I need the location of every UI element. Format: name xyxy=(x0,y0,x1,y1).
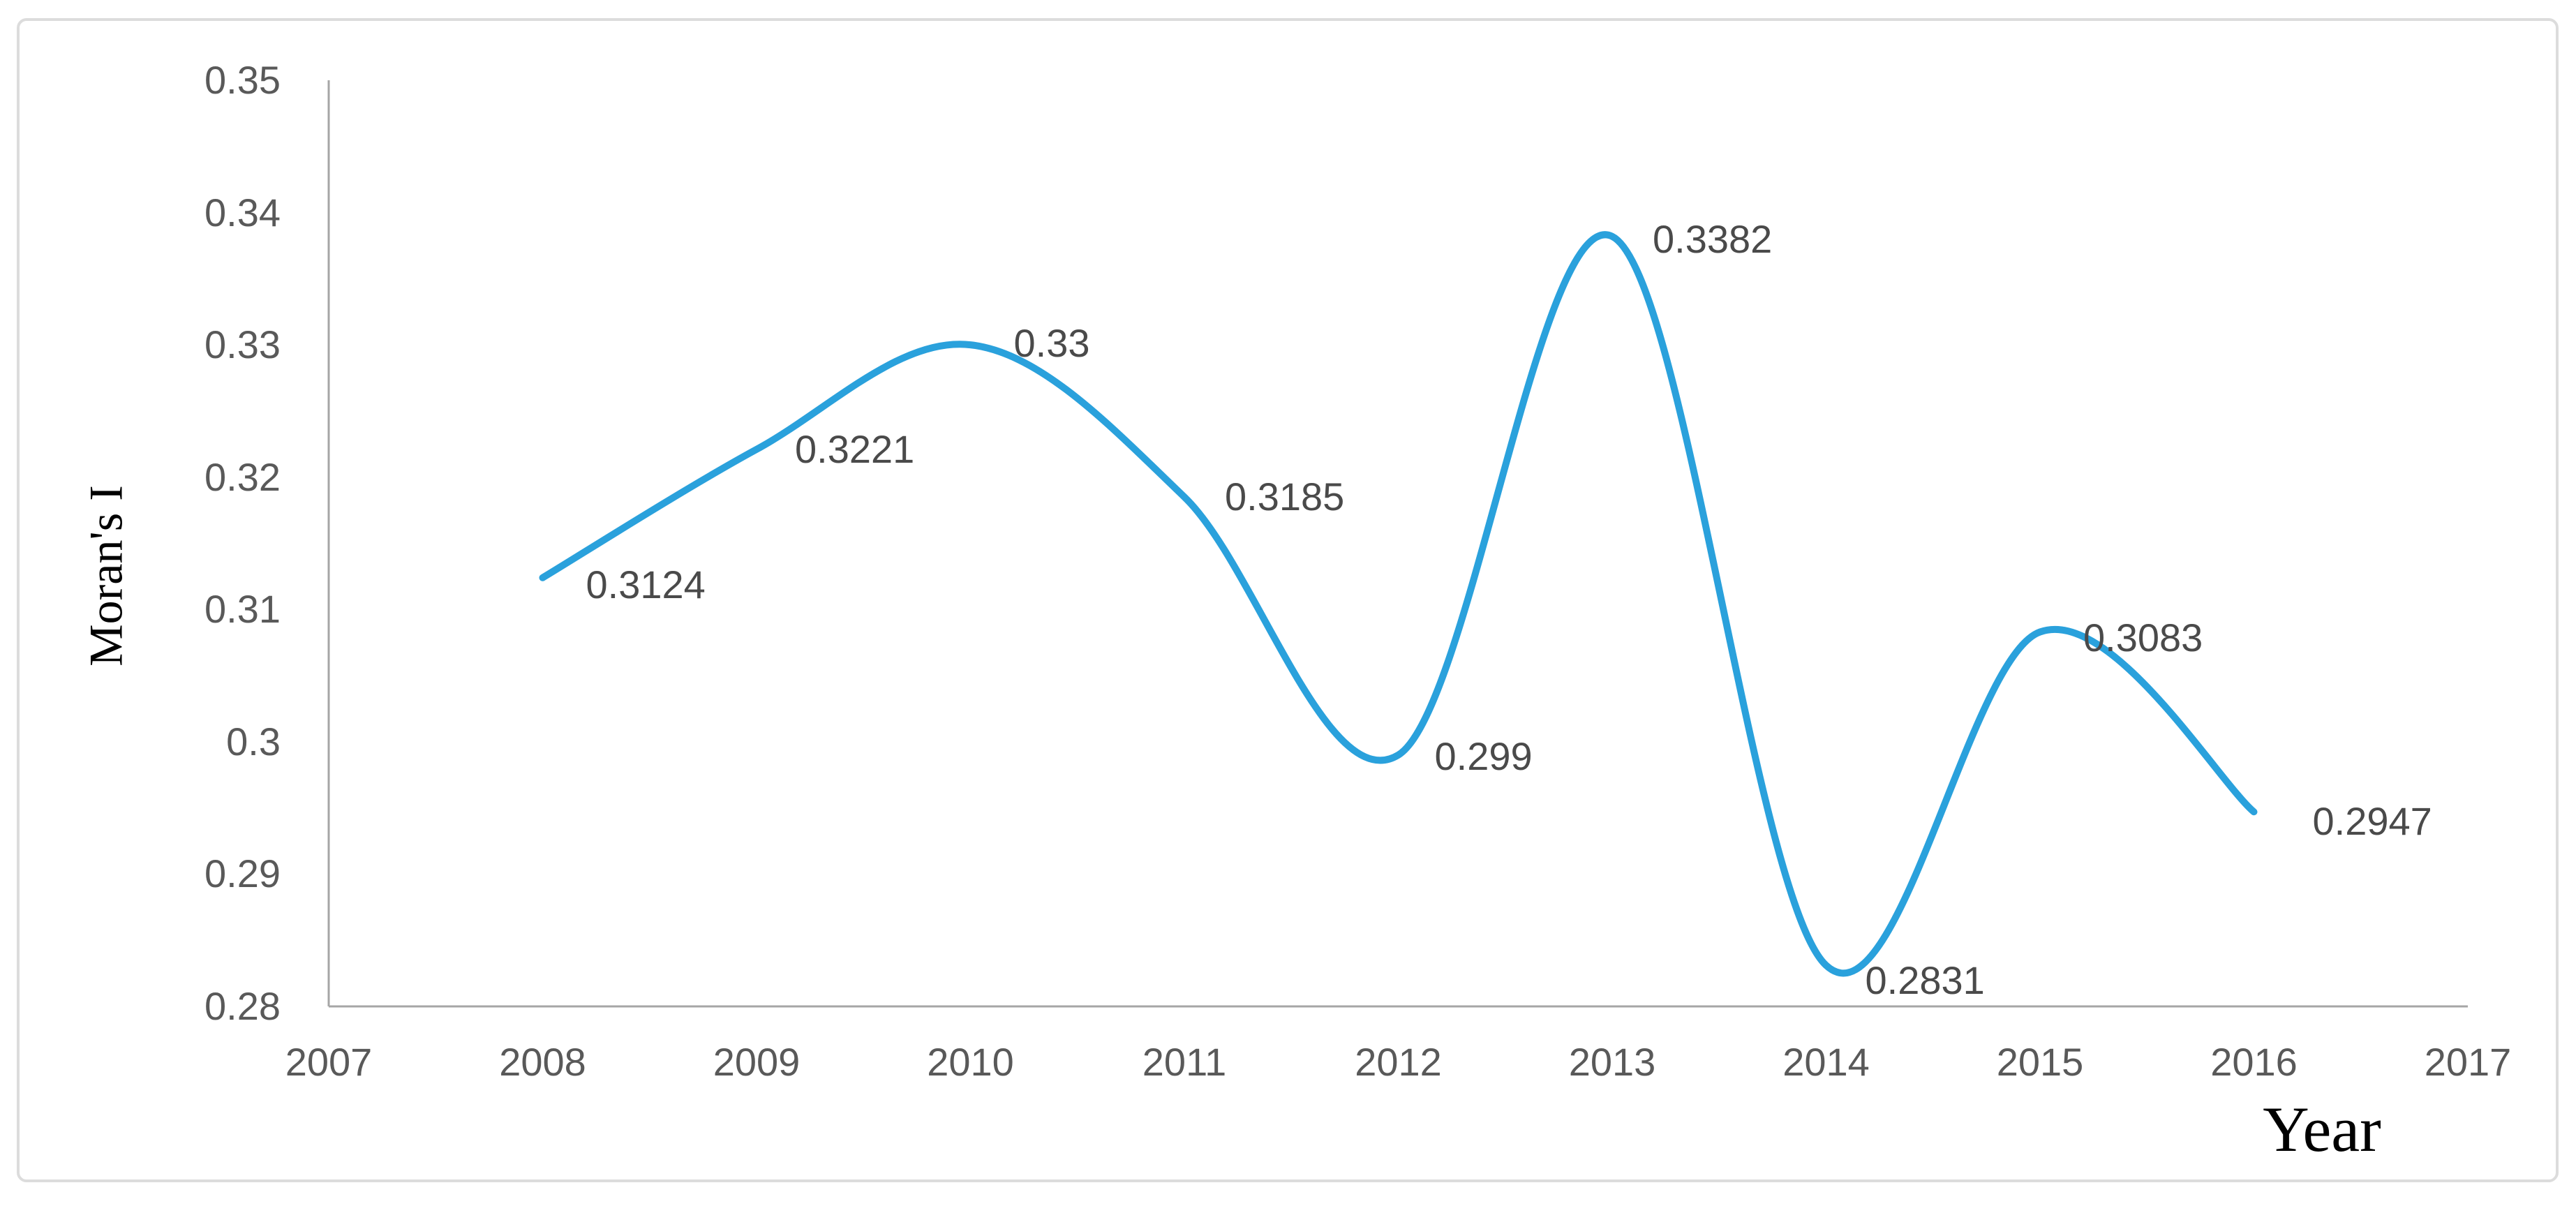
x-axis-tick-label: 2011 xyxy=(1142,1040,1227,1084)
x-axis-tick-label: 2008 xyxy=(499,1040,586,1084)
data-point-label: 0.299 xyxy=(1434,734,1533,778)
y-axis-tick-label: 0.34 xyxy=(204,190,281,234)
y-axis-tick-label: 0.29 xyxy=(204,851,281,896)
y-axis-tick-label: 0.31 xyxy=(204,587,281,632)
x-axis-title: Year xyxy=(2263,1094,2381,1165)
data-point-label: 0.3124 xyxy=(586,562,706,606)
data-point-label: 0.33 xyxy=(1013,321,1090,366)
x-axis-tick-label: 2009 xyxy=(713,1040,801,1084)
x-axis-tick-label: 2010 xyxy=(927,1040,1014,1084)
x-axis-tick-label: 2014 xyxy=(1782,1040,1870,1084)
data-point-label: 0.3083 xyxy=(2083,615,2203,660)
chart-frame xyxy=(17,18,2559,1182)
x-axis-tick-label: 2007 xyxy=(285,1040,373,1084)
x-axis-tick-label: 2012 xyxy=(1355,1040,1442,1084)
y-axis-tick-label: 0.28 xyxy=(204,984,281,1028)
y-axis-tick-label: 0.33 xyxy=(204,322,281,367)
data-point-label: 0.2831 xyxy=(1865,958,1985,1003)
y-axis-tick-label: 0.35 xyxy=(204,58,281,102)
x-axis-tick-label: 2013 xyxy=(1568,1040,1656,1084)
y-axis-title: Moran's I xyxy=(79,485,133,667)
data-point-label: 0.3185 xyxy=(1225,475,1345,519)
morans-i-line xyxy=(539,231,2258,977)
data-point-label: 0.3382 xyxy=(1653,216,1773,261)
x-axis-tick-label: 2015 xyxy=(1996,1040,2084,1084)
y-axis-tick-label: 0.3 xyxy=(226,719,281,764)
data-point-label: 0.2947 xyxy=(2312,799,2432,844)
data-point-label: 0.3221 xyxy=(795,426,915,471)
x-axis-tick-label: 2016 xyxy=(2210,1040,2298,1084)
y-axis-tick-label: 0.32 xyxy=(204,454,281,499)
x-axis-tick-label: 2017 xyxy=(2424,1040,2512,1084)
